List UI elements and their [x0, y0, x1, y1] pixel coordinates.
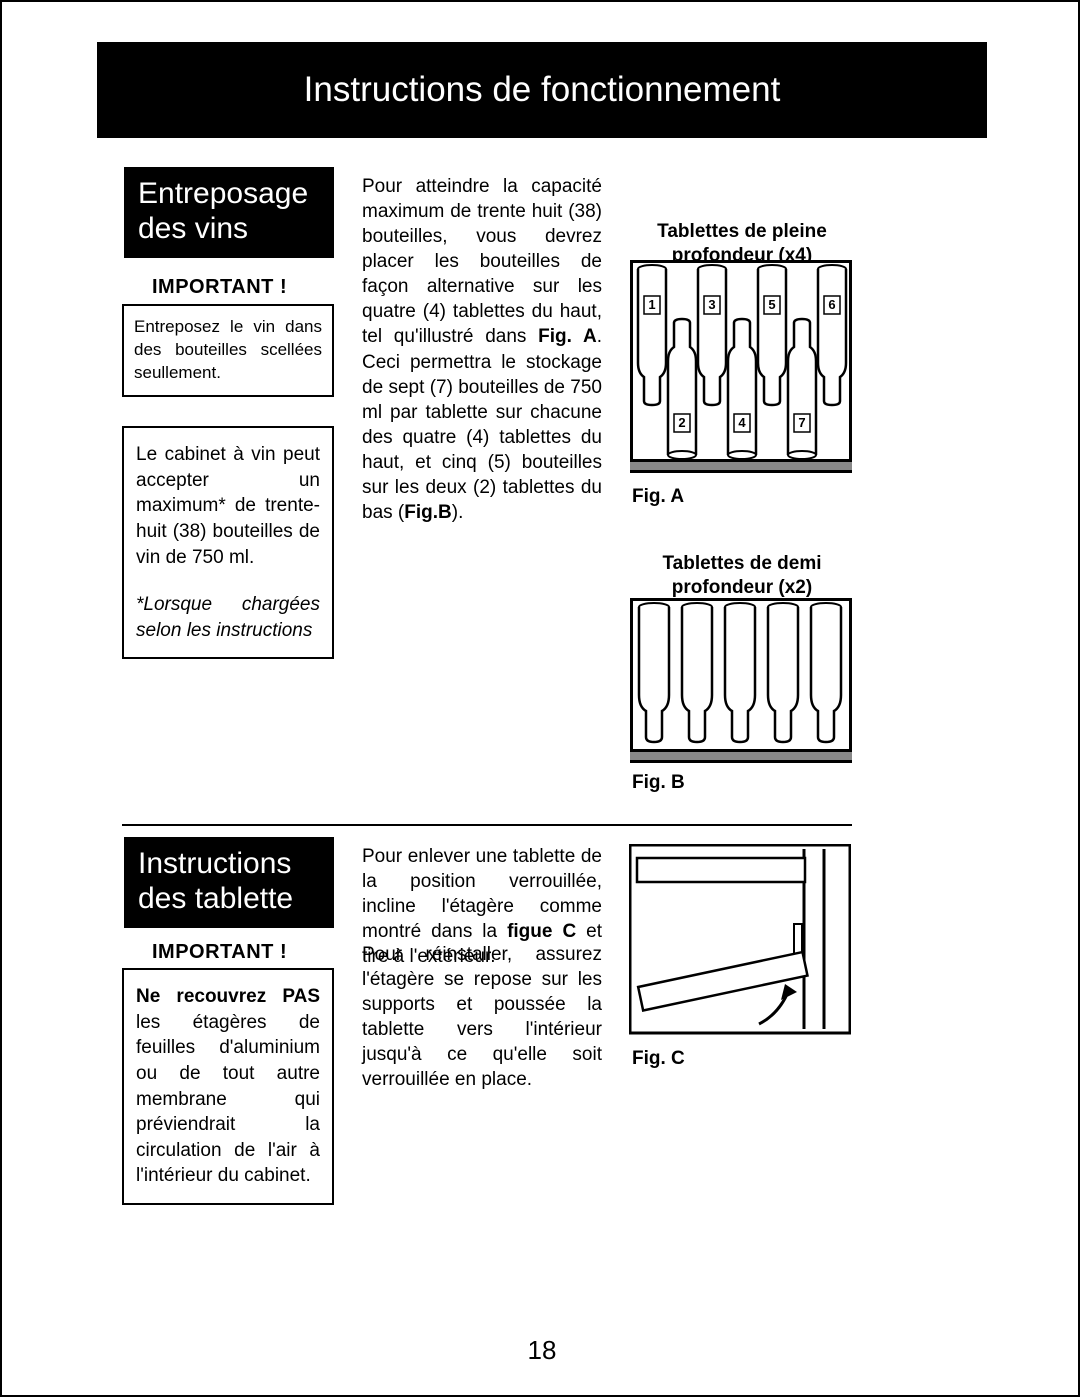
fig-b-title: Tablettes de demi profondeur (x2): [632, 552, 852, 600]
fig-a-caption: Fig. A: [632, 486, 684, 508]
page-number: 18: [2, 1335, 1080, 1366]
page-title: Instructions de fonctionnement: [304, 70, 781, 110]
capacity-note-box: Le cabinet à vin peut accepter un maximu…: [122, 426, 334, 659]
fig-c-diagram: [629, 844, 851, 1039]
manual-page: Instructions de fonctionnement Entreposa…: [0, 0, 1080, 1397]
section-divider: [122, 824, 852, 826]
important-label-2: IMPORTANT !: [152, 941, 287, 964]
fig-b-caption: Fig. B: [632, 772, 685, 794]
svg-text:3: 3: [708, 297, 715, 312]
svg-text:5: 5: [768, 297, 775, 312]
important-label-1: IMPORTANT !: [152, 276, 287, 299]
shelf-reinstall-text: Pour réinstaller, assurez l'étagère se r…: [362, 942, 602, 1092]
svg-text:6: 6: [828, 297, 835, 312]
important-box-2: Ne recouvrez PAS les étagères de feuille…: [122, 968, 334, 1205]
svg-text:4: 4: [738, 415, 746, 430]
fig-c-caption: Fig. C: [632, 1048, 685, 1070]
fig-a-diagram: 1 3 5 6 2 4 7: [630, 260, 852, 478]
svg-text:7: 7: [798, 415, 805, 430]
fig-b-diagram: [630, 598, 852, 766]
svg-text:2: 2: [678, 415, 685, 430]
important-box-1: Entreposez le vin dans des bouteilles sc…: [122, 304, 334, 397]
svg-text:1: 1: [648, 297, 655, 312]
section-heading-shelves: Instructions des tablette: [124, 837, 334, 928]
page-title-bar: Instructions de fonctionnement: [97, 42, 987, 138]
section-heading-storage: Entreposage des vins: [124, 167, 334, 258]
storage-body-text: Pour atteindre la capacité maximum de tr…: [362, 174, 602, 525]
